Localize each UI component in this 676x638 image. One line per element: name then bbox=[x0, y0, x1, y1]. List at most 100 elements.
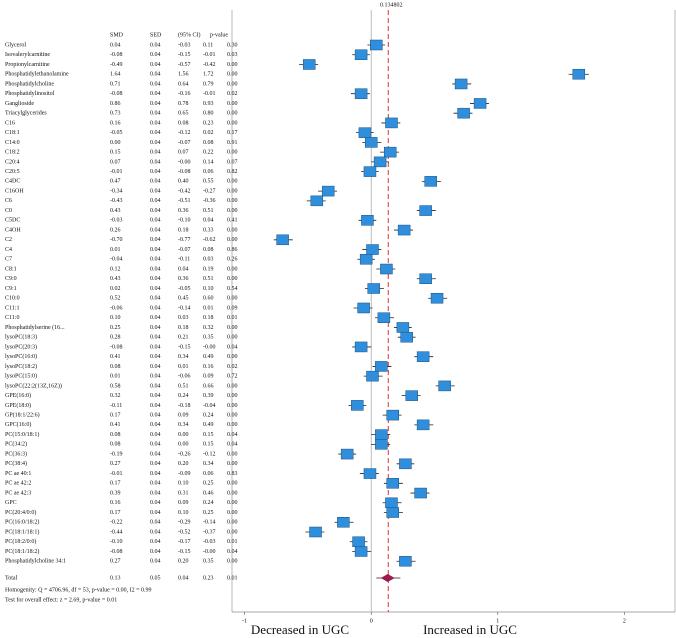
smd-label: 0.43 bbox=[110, 208, 121, 214]
lower-label: 0.65 bbox=[178, 111, 189, 117]
lower-label: 0.64 bbox=[178, 81, 189, 87]
effect-box bbox=[357, 302, 370, 314]
column-header: SED bbox=[150, 32, 162, 38]
p-value-label: 0.91 bbox=[227, 140, 238, 146]
row-label: C20:4 bbox=[5, 159, 20, 165]
sed-label: 0.04 bbox=[150, 286, 161, 292]
smd-label: 0.17 bbox=[110, 412, 121, 418]
row-label: PC(18:2/0:0) bbox=[5, 538, 36, 545]
upper-label: 0.33 bbox=[203, 227, 214, 233]
p-value-label: 0.00 bbox=[227, 500, 238, 506]
smd-label: -0.05 bbox=[110, 130, 123, 136]
row-label: lysoPC(15:0) bbox=[5, 373, 37, 380]
upper-label: -0.14 bbox=[203, 520, 216, 526]
smd-label: -0.43 bbox=[110, 198, 123, 204]
lower-label: -0.12 bbox=[178, 130, 191, 136]
lower-label: 0.20 bbox=[178, 559, 189, 565]
smd-label: 0.52 bbox=[110, 296, 121, 302]
lower-label: 0.04 bbox=[178, 266, 189, 272]
effect-box bbox=[321, 185, 335, 197]
sed-label: 0.04 bbox=[150, 159, 161, 165]
lower-label: 1.56 bbox=[178, 72, 189, 78]
effect-box bbox=[354, 49, 368, 60]
sed-label: 0.04 bbox=[150, 364, 161, 370]
effect-box bbox=[419, 273, 432, 285]
row-label: C18:2 bbox=[5, 150, 20, 156]
row-label: PC(15:0/18:1) bbox=[5, 431, 39, 438]
upper-label: 0.51 bbox=[203, 208, 214, 214]
p-value-label: 0.04 bbox=[227, 432, 238, 438]
row-label: Propionylcarnitine bbox=[5, 62, 50, 68]
effect-box bbox=[351, 400, 364, 411]
lower-label: -0.10 bbox=[178, 218, 191, 224]
column-header: SMD bbox=[110, 32, 124, 38]
effect-box bbox=[354, 88, 368, 99]
row-label: Phosphatidylserine (16... bbox=[5, 324, 65, 331]
p-value-label: 0.02 bbox=[227, 91, 238, 97]
upper-label: 0.49 bbox=[203, 422, 214, 428]
p-value-label: 0.00 bbox=[227, 276, 238, 282]
p-value-label: 0.00 bbox=[227, 72, 238, 78]
effect-box bbox=[354, 341, 368, 353]
sed-label: 0.04 bbox=[150, 354, 161, 360]
smd-label: -0.08 bbox=[110, 549, 123, 555]
p-value-label: 0.54 bbox=[227, 286, 238, 292]
effect-box bbox=[399, 555, 412, 567]
row-label: C7 bbox=[5, 257, 12, 263]
upper-label: 0.55 bbox=[203, 179, 214, 185]
row-label: C14:0 bbox=[5, 140, 20, 146]
p-value-label: 0.72 bbox=[227, 374, 238, 380]
row-label: Phosphatidylinositol bbox=[5, 91, 55, 97]
effect-box bbox=[309, 526, 322, 538]
p-value-label: 0.00 bbox=[227, 393, 238, 399]
upper-label: 0.08 bbox=[203, 140, 214, 146]
effect-box bbox=[370, 39, 383, 51]
row-label: C6 bbox=[5, 198, 12, 204]
sed-label: 0.04 bbox=[150, 188, 161, 194]
upper-label: 0.04 bbox=[203, 218, 214, 224]
row-label: C9:1 bbox=[5, 286, 17, 292]
row-label: Phosphatidylethanolamine bbox=[5, 72, 69, 78]
upper-label: 0.24 bbox=[203, 500, 214, 506]
sed-label: 0.04 bbox=[150, 315, 161, 321]
effect-box bbox=[354, 546, 368, 557]
effect-box bbox=[361, 215, 374, 226]
column-header: (95% CI) bbox=[178, 31, 201, 38]
p-value-label: 0.00 bbox=[227, 150, 238, 156]
smd-label: -0.08 bbox=[110, 52, 123, 58]
upper-label: 0.79 bbox=[203, 81, 214, 87]
sed-label: 0.04 bbox=[150, 393, 161, 399]
p-value-label: 0.00 bbox=[227, 266, 238, 272]
sed-label: 0.04 bbox=[150, 179, 161, 185]
effect-box bbox=[454, 78, 468, 90]
reference-label: 0.134802 bbox=[380, 2, 403, 8]
row-label: GPC bbox=[5, 500, 17, 506]
effect-box bbox=[385, 117, 398, 129]
row-label: PC(18:1/18:2) bbox=[5, 548, 39, 555]
p-value-label: 0.00 bbox=[227, 101, 238, 107]
smd-label: -0.04 bbox=[110, 257, 123, 263]
total-diamond bbox=[380, 574, 395, 582]
lower-label: 0.00 bbox=[178, 442, 189, 448]
p-value-label: 0.00 bbox=[227, 451, 238, 457]
row-label: lysoPC(16:0) bbox=[5, 353, 37, 360]
effect-box bbox=[416, 419, 430, 431]
lower-label: -0.09 bbox=[178, 471, 191, 477]
row-label: C16 bbox=[5, 120, 15, 126]
sed-label: 0.04 bbox=[150, 111, 161, 117]
x-tick-label: 1 bbox=[496, 618, 499, 624]
smd-label: 0.15 bbox=[110, 150, 121, 156]
smd-label: -0.01 bbox=[110, 471, 123, 477]
lower-label: 0.09 bbox=[178, 500, 189, 506]
lower-label: -0.77 bbox=[178, 237, 191, 243]
smd-label: 0.00 bbox=[110, 140, 121, 146]
upper-label: 0.25 bbox=[203, 510, 214, 516]
upper-label: -0.04 bbox=[203, 403, 216, 409]
p-value-label: 0.00 bbox=[227, 179, 238, 185]
row-label: GPE(18:0) bbox=[5, 402, 31, 409]
lower-label: -0.00 bbox=[178, 159, 191, 165]
upper-label: -0.36 bbox=[203, 198, 216, 204]
effect-box bbox=[337, 517, 350, 528]
effect-box bbox=[302, 59, 316, 70]
row-label: Ganglioside bbox=[5, 101, 34, 107]
